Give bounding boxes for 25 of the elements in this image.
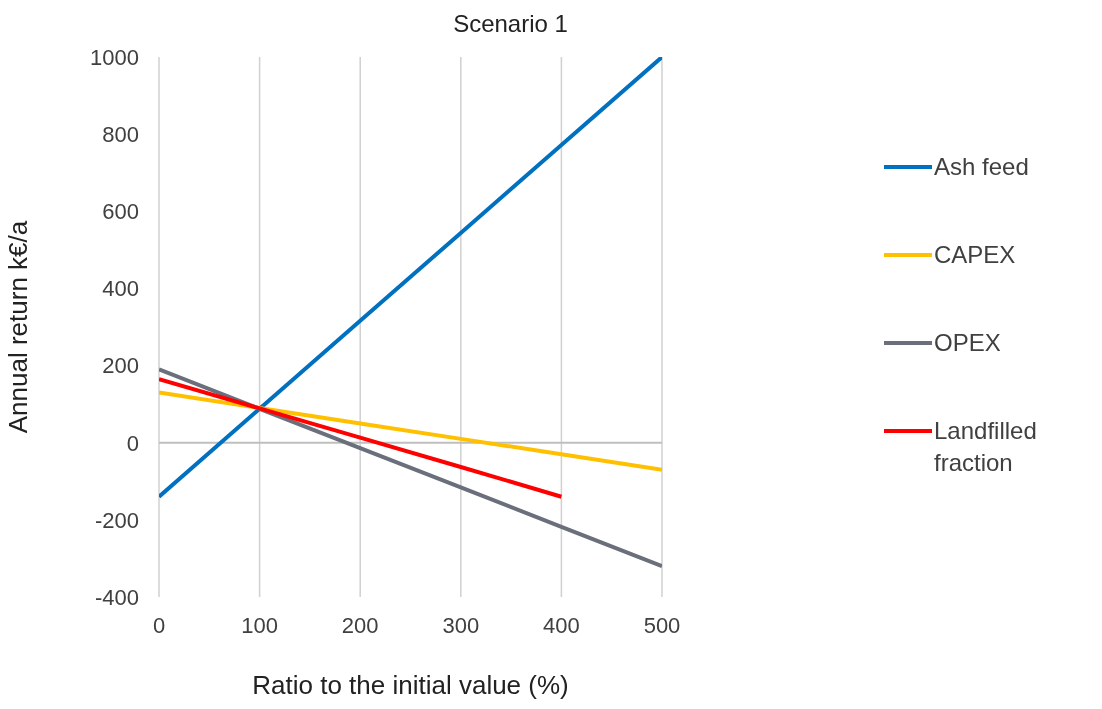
- y-tick-label: 0: [126, 430, 139, 456]
- x-tick-label: 100: [241, 612, 278, 638]
- y-axis-title: Annual return k€/a: [3, 220, 34, 434]
- y-tick-label: -400: [94, 584, 139, 610]
- x-axis-title: Ratio to the initial value (%): [252, 670, 569, 700]
- y-tick-label: 1000: [90, 44, 139, 70]
- legend-label: Ash feed: [934, 152, 1030, 182]
- y-tick-label: 200: [102, 353, 139, 379]
- x-tick-label: 400: [543, 612, 580, 638]
- x-tick-label: 0: [152, 612, 166, 638]
- y-tick-label: -200: [94, 507, 139, 533]
- legend-label: Landfilled fraction: [934, 416, 1038, 478]
- line-series: [159, 57, 662, 499]
- line-series: [159, 367, 662, 569]
- y-tick-label: 400: [102, 276, 139, 302]
- y-tick-label: 600: [102, 199, 139, 225]
- line-series: [159, 377, 564, 499]
- legend-label: OPEX: [934, 328, 1002, 358]
- x-tick-label: 300: [442, 612, 480, 638]
- legend-label: CAPEX: [934, 240, 1017, 270]
- chart-title: Scenario 1: [452, 10, 569, 38]
- y-tick-label: 800: [102, 121, 139, 147]
- line-series: [159, 390, 662, 472]
- x-tick-label: 200: [341, 612, 379, 638]
- x-tick-label: 500: [643, 612, 681, 638]
